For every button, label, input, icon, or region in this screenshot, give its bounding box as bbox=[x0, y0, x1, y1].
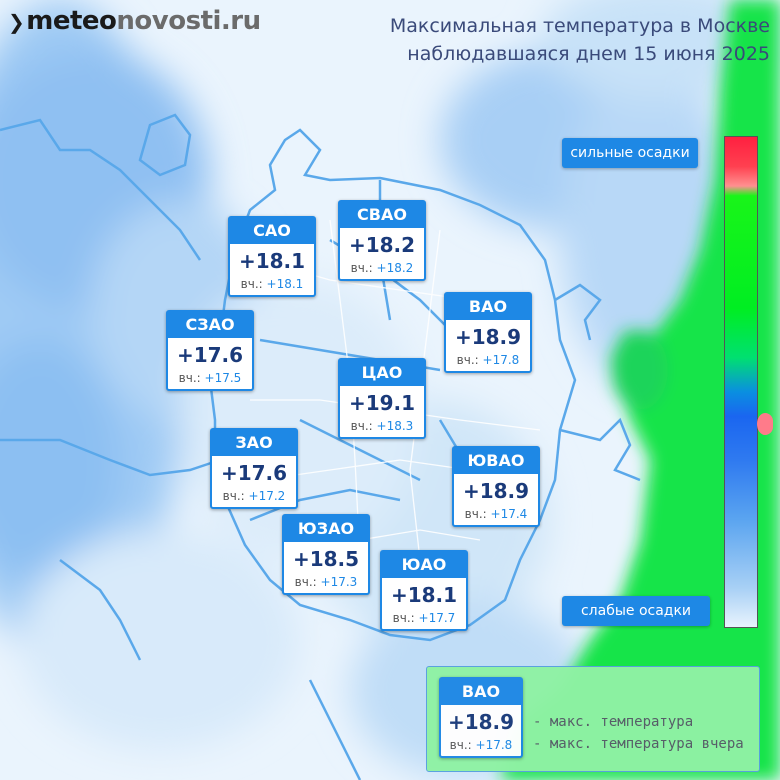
district-temp: +18.1 bbox=[390, 583, 458, 607]
key-line-max-temp: - макс. температура bbox=[533, 714, 694, 730]
key-district-card: ВАО +18.9 вч.: +17.8 bbox=[439, 677, 523, 758]
district-yesterday: вч.: +18.2 bbox=[350, 261, 414, 275]
legend-weak-precip-label: слабые осадки bbox=[562, 596, 710, 626]
district-name: ЮЗАО bbox=[284, 516, 368, 542]
legend-key-box: ВАО +18.9 вч.: +17.8 - макс. температура… bbox=[426, 666, 760, 772]
logo-text-novosti: novosti.ru bbox=[116, 6, 261, 36]
district-name: ВАО bbox=[446, 294, 530, 320]
title-line-2: наблюдавшаяся днем 15 июня 2025 bbox=[407, 43, 770, 65]
district-name: ЗАО bbox=[212, 430, 296, 456]
district-yesterday: вч.: +18.1 bbox=[240, 277, 304, 291]
district-yesterday: вч.: +17.7 bbox=[392, 611, 456, 625]
district-yesterday: вч.: +17.5 bbox=[178, 371, 242, 385]
site-logo[interactable]: ❯meteonovosti.ru bbox=[8, 6, 261, 36]
district-yesterday: вч.: +17.3 bbox=[294, 575, 358, 589]
district-temp: +18.1 bbox=[238, 249, 306, 273]
key-district-yesterday: вч.: +17.8 bbox=[449, 738, 513, 752]
district-yesterday: вч.: +17.2 bbox=[222, 489, 286, 503]
district-yesterday: вч.: +17.8 bbox=[456, 353, 520, 367]
district-name: СЗАО bbox=[168, 312, 252, 338]
district-name: СВАО bbox=[340, 202, 424, 228]
district-yesterday: вч.: +18.3 bbox=[350, 419, 414, 433]
precip-colorbar bbox=[724, 136, 758, 628]
district-card-yuzao[interactable]: ЮЗАО +18.5 вч.: +17.3 bbox=[282, 514, 370, 595]
district-card-vao[interactable]: ВАО +18.9 вч.: +17.8 bbox=[444, 292, 532, 373]
district-temp: +17.6 bbox=[220, 461, 288, 485]
title-line-1: Максимальная температура в Москве bbox=[389, 15, 770, 37]
district-card-cao[interactable]: ЦАО +19.1 вч.: +18.3 bbox=[338, 358, 426, 439]
district-temp: +18.5 bbox=[292, 547, 360, 571]
page-title: Максимальная температура в Москве наблюд… bbox=[390, 12, 770, 68]
district-card-zao[interactable]: ЗАО +17.6 вч.: +17.2 bbox=[210, 428, 298, 509]
district-card-yuvao[interactable]: ЮВАО +18.9 вч.: +17.4 bbox=[452, 446, 540, 527]
logo-mark-icon: ❯ bbox=[8, 10, 25, 34]
district-temp: +17.6 bbox=[176, 343, 244, 367]
district-temp: +18.9 bbox=[454, 325, 522, 349]
district-name: ЮАО bbox=[382, 552, 466, 578]
colorbar-marker-icon bbox=[757, 413, 773, 435]
moderate-precip-area bbox=[500, 0, 780, 780]
district-card-sao[interactable]: САО +18.1 вч.: +18.1 bbox=[228, 216, 316, 297]
district-name: САО bbox=[230, 218, 314, 244]
logo-text-meteo: meteo bbox=[26, 6, 117, 36]
header: ❯meteonovosti.ru Максимальная температур… bbox=[0, 0, 780, 78]
key-district-name: ВАО bbox=[441, 679, 521, 705]
key-explanation: - макс. температура - макс. температура … bbox=[533, 711, 744, 755]
district-yesterday: вч.: +17.4 bbox=[464, 507, 528, 521]
district-temp: +18.9 bbox=[462, 479, 530, 503]
district-card-yuao[interactable]: ЮАО +18.1 вч.: +17.7 bbox=[380, 550, 468, 631]
key-district-temp: +18.9 bbox=[447, 710, 515, 734]
district-card-szao[interactable]: СЗАО +17.6 вч.: +17.5 bbox=[166, 310, 254, 391]
district-card-svao[interactable]: СВАО +18.2 вч.: +18.2 bbox=[338, 200, 426, 281]
district-name: ЮВАО bbox=[454, 448, 538, 474]
district-name: ЦАО bbox=[340, 360, 424, 386]
key-line-max-temp-yesterday: - макс. температура вчера bbox=[533, 736, 744, 752]
legend-strong-precip-label: сильные осадки bbox=[562, 138, 698, 168]
district-temp: +19.1 bbox=[348, 391, 416, 415]
district-temp: +18.2 bbox=[348, 233, 416, 257]
